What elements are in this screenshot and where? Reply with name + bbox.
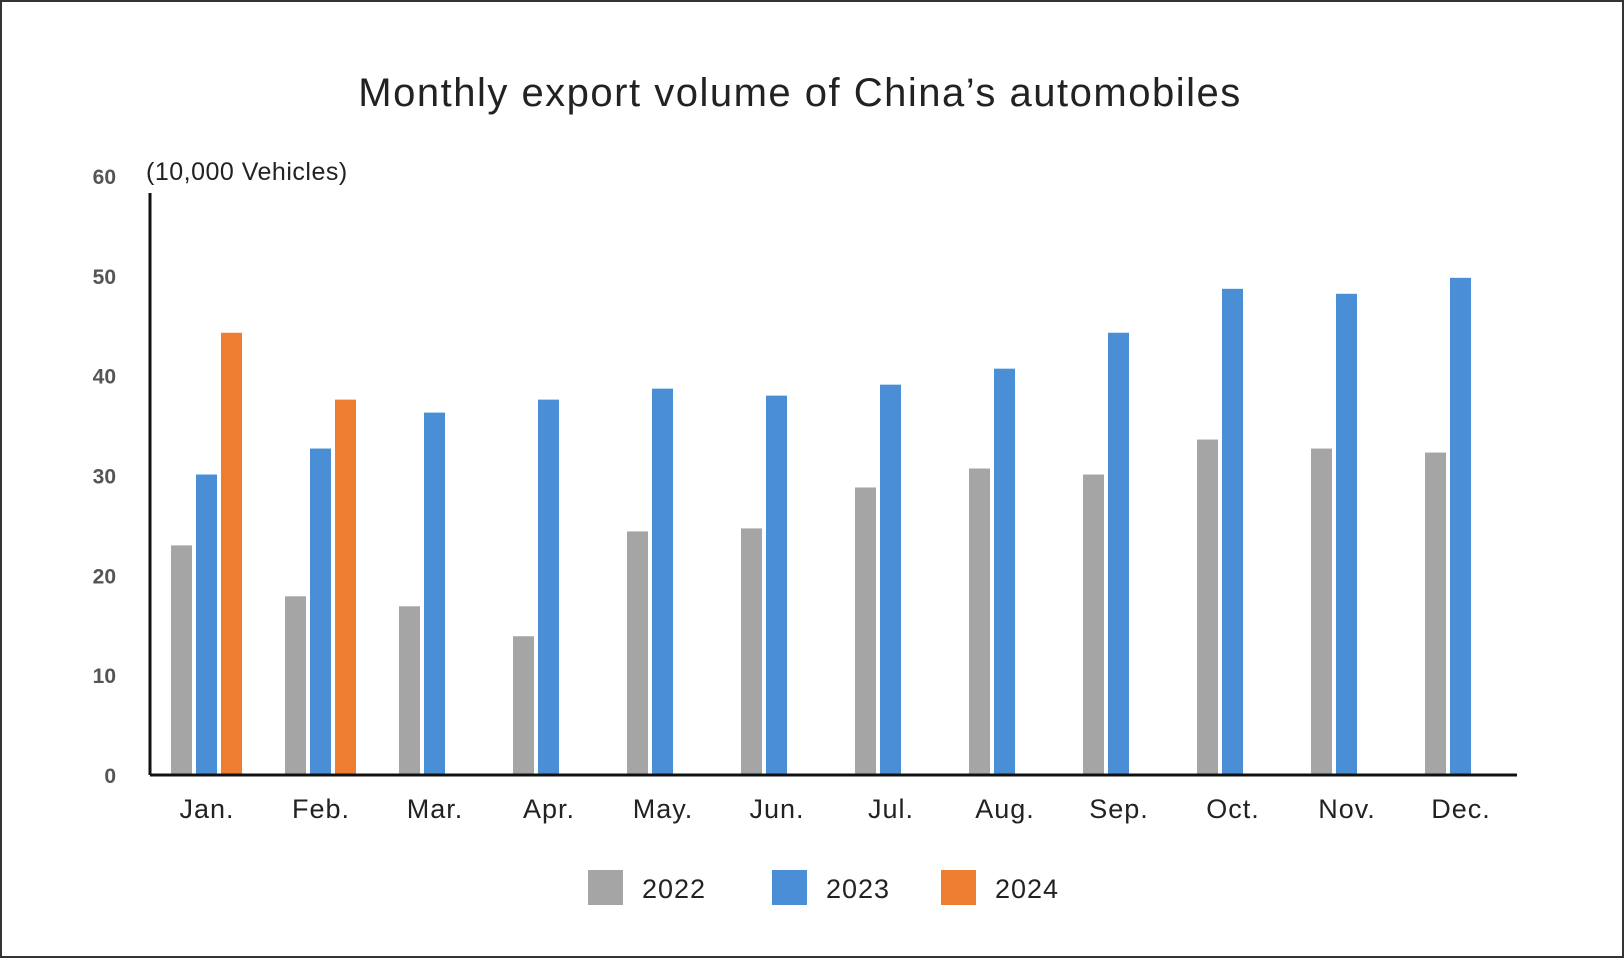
bar-2023-jul	[880, 384, 901, 775]
y-tick-label: 40	[93, 366, 116, 389]
bar-2023-dec	[1450, 277, 1471, 775]
y-tick-label: 20	[93, 565, 116, 588]
x-tick-label: Dec.	[1431, 794, 1491, 824]
y-tick-label: 60	[93, 166, 116, 189]
bar-2023-feb	[310, 448, 331, 775]
bar-2022-jul	[855, 487, 876, 775]
bar-2023-jan	[196, 474, 217, 775]
bar-2024-feb	[335, 399, 356, 775]
legend-swatch-2023	[772, 870, 807, 905]
x-tick-label: Nov.	[1318, 794, 1376, 824]
legend-swatch-2022	[588, 870, 623, 905]
y-tick-label: 30	[93, 466, 116, 489]
bar-2022-sep	[1083, 474, 1104, 775]
x-tick-label: Oct.	[1206, 794, 1260, 824]
x-tick-label: Sep.	[1089, 794, 1149, 824]
bar-2022-oct	[1197, 439, 1218, 775]
y-tick-label: 0	[104, 765, 116, 788]
bar-2022-apr	[513, 636, 534, 775]
y-tick-label: 50	[93, 266, 116, 289]
bar-2022-mar	[399, 606, 420, 775]
bar-2023-may	[652, 388, 673, 775]
bar-2022-jun	[741, 528, 762, 775]
x-tick-label: Aug.	[975, 794, 1035, 824]
bar-2023-mar	[424, 412, 445, 775]
x-tick-label: Jun.	[749, 794, 804, 824]
x-tick-label: Jan.	[179, 794, 234, 824]
bar-2022-jan	[171, 545, 192, 775]
chart-title: Monthly export volume of China’s automob…	[358, 71, 1241, 115]
legend-label-2024: 2024	[995, 874, 1059, 904]
legend-label-2022: 2022	[642, 874, 706, 904]
bar-2024-jan	[221, 332, 242, 775]
bar-2022-feb	[285, 596, 306, 775]
x-tick-label: Feb.	[292, 794, 350, 824]
bar-2022-nov	[1311, 448, 1332, 775]
y-tick-label: 10	[93, 665, 116, 688]
bar-2023-jun	[766, 395, 787, 775]
bar-2022-may	[627, 531, 648, 775]
x-tick-label: May.	[633, 794, 694, 824]
bar-2022-aug	[969, 468, 990, 775]
bar-2023-sep	[1108, 332, 1129, 775]
bar-2023-oct	[1222, 288, 1243, 775]
y-axis-unit-label: (10,000 Vehicles)	[146, 158, 348, 186]
x-tick-label: Jul.	[868, 794, 914, 824]
bar-2023-aug	[994, 368, 1015, 775]
bar-2023-nov	[1336, 293, 1357, 775]
x-tick-label: Apr.	[523, 794, 575, 824]
bar-2023-apr	[538, 399, 559, 775]
legend-label-2023: 2023	[826, 874, 890, 904]
x-tick-label: Mar.	[407, 794, 464, 824]
bar-2022-dec	[1425, 452, 1446, 775]
legend-swatch-2024	[941, 870, 976, 905]
